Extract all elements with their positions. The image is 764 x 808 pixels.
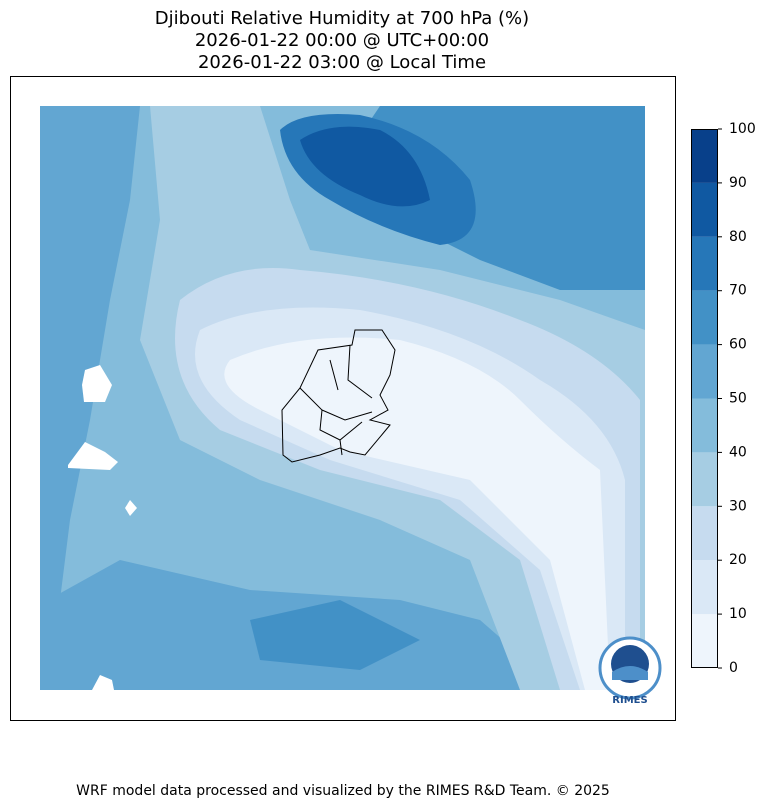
colorbar-tick-label: 100 <box>729 121 756 137</box>
colorbar-tick-label: 60 <box>729 337 747 353</box>
field-blank <box>68 442 118 470</box>
field-blank <box>125 500 137 516</box>
colorbar-segment <box>691 290 718 345</box>
colorbar-tick-label: 90 <box>729 175 747 191</box>
field-blank <box>92 675 114 690</box>
colorbar-tick-label: 0 <box>729 660 738 676</box>
humidity-field <box>40 106 645 690</box>
colorbar-tick-label: 30 <box>729 498 747 514</box>
colorbar-tick-label: 40 <box>729 444 747 460</box>
colorbar-segment <box>691 129 718 183</box>
footer: WRF model data processed and visualized … <box>76 783 610 799</box>
title-line: Djibouti Relative Humidity at 700 hPa (%… <box>155 8 529 29</box>
country-borders <box>281 329 396 463</box>
title-line: 2026-01-22 00:00 @ UTC+00:00 <box>195 30 489 51</box>
colorbar: 0 10 20 30 40 50 60 70 80 90 100 <box>691 121 756 676</box>
colorbar-frame <box>691 129 718 668</box>
colorbar-segment <box>691 614 718 668</box>
field-south-dark <box>250 600 420 670</box>
colorbar-tick-label: 20 <box>729 552 747 568</box>
field-blank <box>82 365 112 402</box>
colorbar-segment <box>691 344 718 399</box>
title-line: 2026-01-22 03:00 @ Local Time <box>198 52 486 73</box>
colorbar-segment <box>691 506 718 561</box>
field-ne-darker <box>300 126 430 207</box>
logo-text: RIMES <box>612 695 647 706</box>
colorbar-segment <box>691 398 718 453</box>
colorbar-segment <box>691 182 718 237</box>
colorbar-tick-label: 80 <box>729 229 747 245</box>
colorbar-segment <box>691 560 718 615</box>
colorbar-tick-label: 70 <box>729 283 747 299</box>
logo: RIMES <box>598 636 662 706</box>
colorbar-segment <box>691 452 718 507</box>
colorbar-tick-label: 50 <box>729 391 747 407</box>
colorbar-segment <box>691 236 718 291</box>
colorbar-tick-label: 10 <box>729 606 747 622</box>
